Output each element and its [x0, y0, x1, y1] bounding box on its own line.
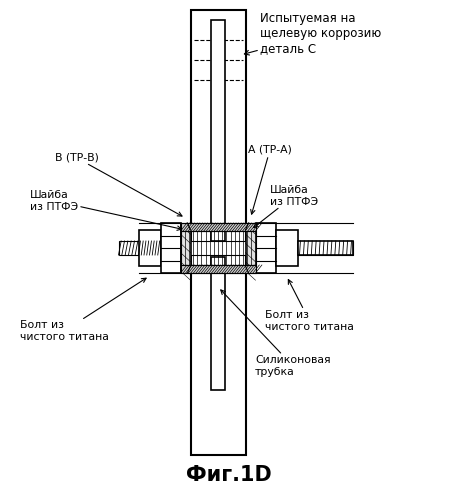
Bar [138, 230, 160, 266]
Bar [181, 265, 255, 273]
Text: Силиконовая
трубка: Силиконовая трубка [221, 290, 330, 376]
Bar [181, 231, 255, 265]
Text: Болт из
чистого титана: Болт из чистого титана [20, 278, 146, 342]
Bar [255, 223, 276, 273]
Text: Болт из
чистого титана: Болт из чистого титана [265, 280, 354, 332]
Bar [211, 20, 225, 241]
Text: А (ТР-А): А (ТР-А) [248, 145, 292, 214]
Bar [298, 241, 352, 255]
Bar [181, 223, 255, 231]
Text: Шайба
из ПТФЭ: Шайба из ПТФЭ [254, 185, 318, 228]
Bar [181, 225, 191, 271]
Bar [160, 241, 352, 255]
Bar [118, 241, 138, 255]
Text: Шайба
из ПТФЭ: Шайба из ПТФЭ [30, 190, 181, 230]
Text: Фиг.1D: Фиг.1D [186, 465, 271, 485]
Bar [245, 225, 255, 271]
Bar [276, 230, 298, 266]
Text: Испытуемая на
щелевую коррозию
деталь С: Испытуемая на щелевую коррозию деталь С [244, 12, 381, 55]
Text: В (ТР-В): В (ТР-В) [55, 153, 182, 216]
Bar [211, 257, 225, 390]
Bar [160, 223, 181, 273]
Bar [191, 10, 245, 455]
